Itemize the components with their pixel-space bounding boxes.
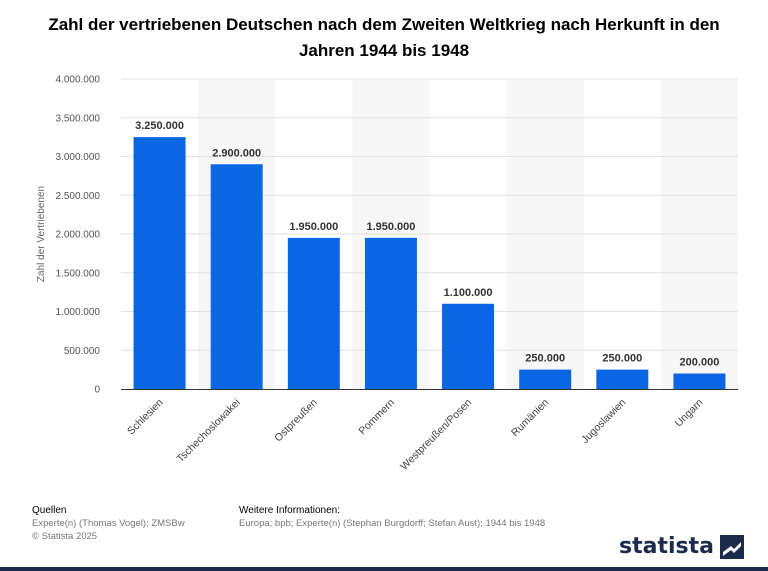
- y-tick-label: 2.000.000: [56, 230, 101, 241]
- statista-logo: statista: [619, 534, 744, 559]
- y-tick-label: 3.500.000: [56, 113, 101, 124]
- sources-heading: Quellen: [32, 505, 67, 516]
- bar[interactable]: [673, 373, 726, 390]
- bar-value-label: 1.100.000: [444, 287, 493, 299]
- bar-value-label: 1.950.000: [366, 221, 415, 233]
- y-axis-label: Zahl der Vertriebenen: [36, 186, 47, 282]
- bar-value-label: 250.000: [525, 353, 565, 365]
- info-heading: Weitere Informationen:: [239, 505, 340, 516]
- x-tick-label: Ostpreußen: [272, 397, 320, 445]
- y-tick-label: 0: [94, 385, 100, 396]
- info-block: Weitere Informationen: Europa; bpb; Expe…: [239, 504, 545, 530]
- x-tick-label: Ungarn: [673, 397, 706, 430]
- y-tick-label: 500.000: [64, 346, 101, 357]
- bar-value-label: 2.900.000: [212, 147, 261, 159]
- bottom-rule: [0, 567, 768, 571]
- bar-value-label: 3.250.000: [135, 120, 184, 132]
- x-tick-label: Jugoslawien: [579, 397, 628, 446]
- bar[interactable]: [442, 303, 495, 389]
- bar[interactable]: [133, 137, 186, 389]
- y-tick-label: 1.000.000: [56, 307, 101, 318]
- bar-value-label: 200.000: [680, 357, 720, 369]
- copyright: © Statista 2025: [32, 531, 98, 542]
- bar[interactable]: [364, 237, 417, 389]
- bar-chart: 0 500.000 1.000.000 1.500.000 2.000.000 2.500…: [36, 75, 738, 473]
- y-tick-label: 2.500.000: [56, 191, 101, 202]
- sources-block: Quellen Experte(n) (Thomas Vogel); ZMSBw…: [32, 504, 185, 543]
- x-tick-label: Pommern: [356, 397, 397, 438]
- x-tick-label: Westpreußen/Posen: [398, 397, 474, 473]
- bar[interactable]: [519, 369, 572, 389]
- bar[interactable]: [287, 237, 340, 389]
- x-tick-label: Schlesien: [125, 397, 166, 438]
- bar[interactable]: [596, 369, 649, 389]
- chart-title: Zahl der vertriebenen Deutschen nach dem…: [48, 15, 720, 60]
- x-tick-label: Rumänien: [509, 397, 551, 439]
- bar-value-label: 1.950.000: [289, 221, 338, 233]
- y-tick-label: 4.000.000: [56, 75, 101, 86]
- bar[interactable]: [210, 164, 263, 389]
- x-tick-label: Tschechoslowakei: [174, 397, 242, 465]
- y-tick-label: 1.500.000: [56, 268, 101, 279]
- info-text: Europa; bpb; Experte(n) (Stephan Burgdor…: [239, 518, 546, 529]
- sources-line-1: Experte(n) (Thomas Vogel); ZMSBw: [32, 518, 185, 529]
- y-tick-label: 3.000.000: [56, 152, 101, 163]
- bar-value-label: 250.000: [602, 353, 642, 365]
- brand-name: statista: [619, 534, 714, 559]
- statista-mark-icon: [720, 534, 744, 559]
